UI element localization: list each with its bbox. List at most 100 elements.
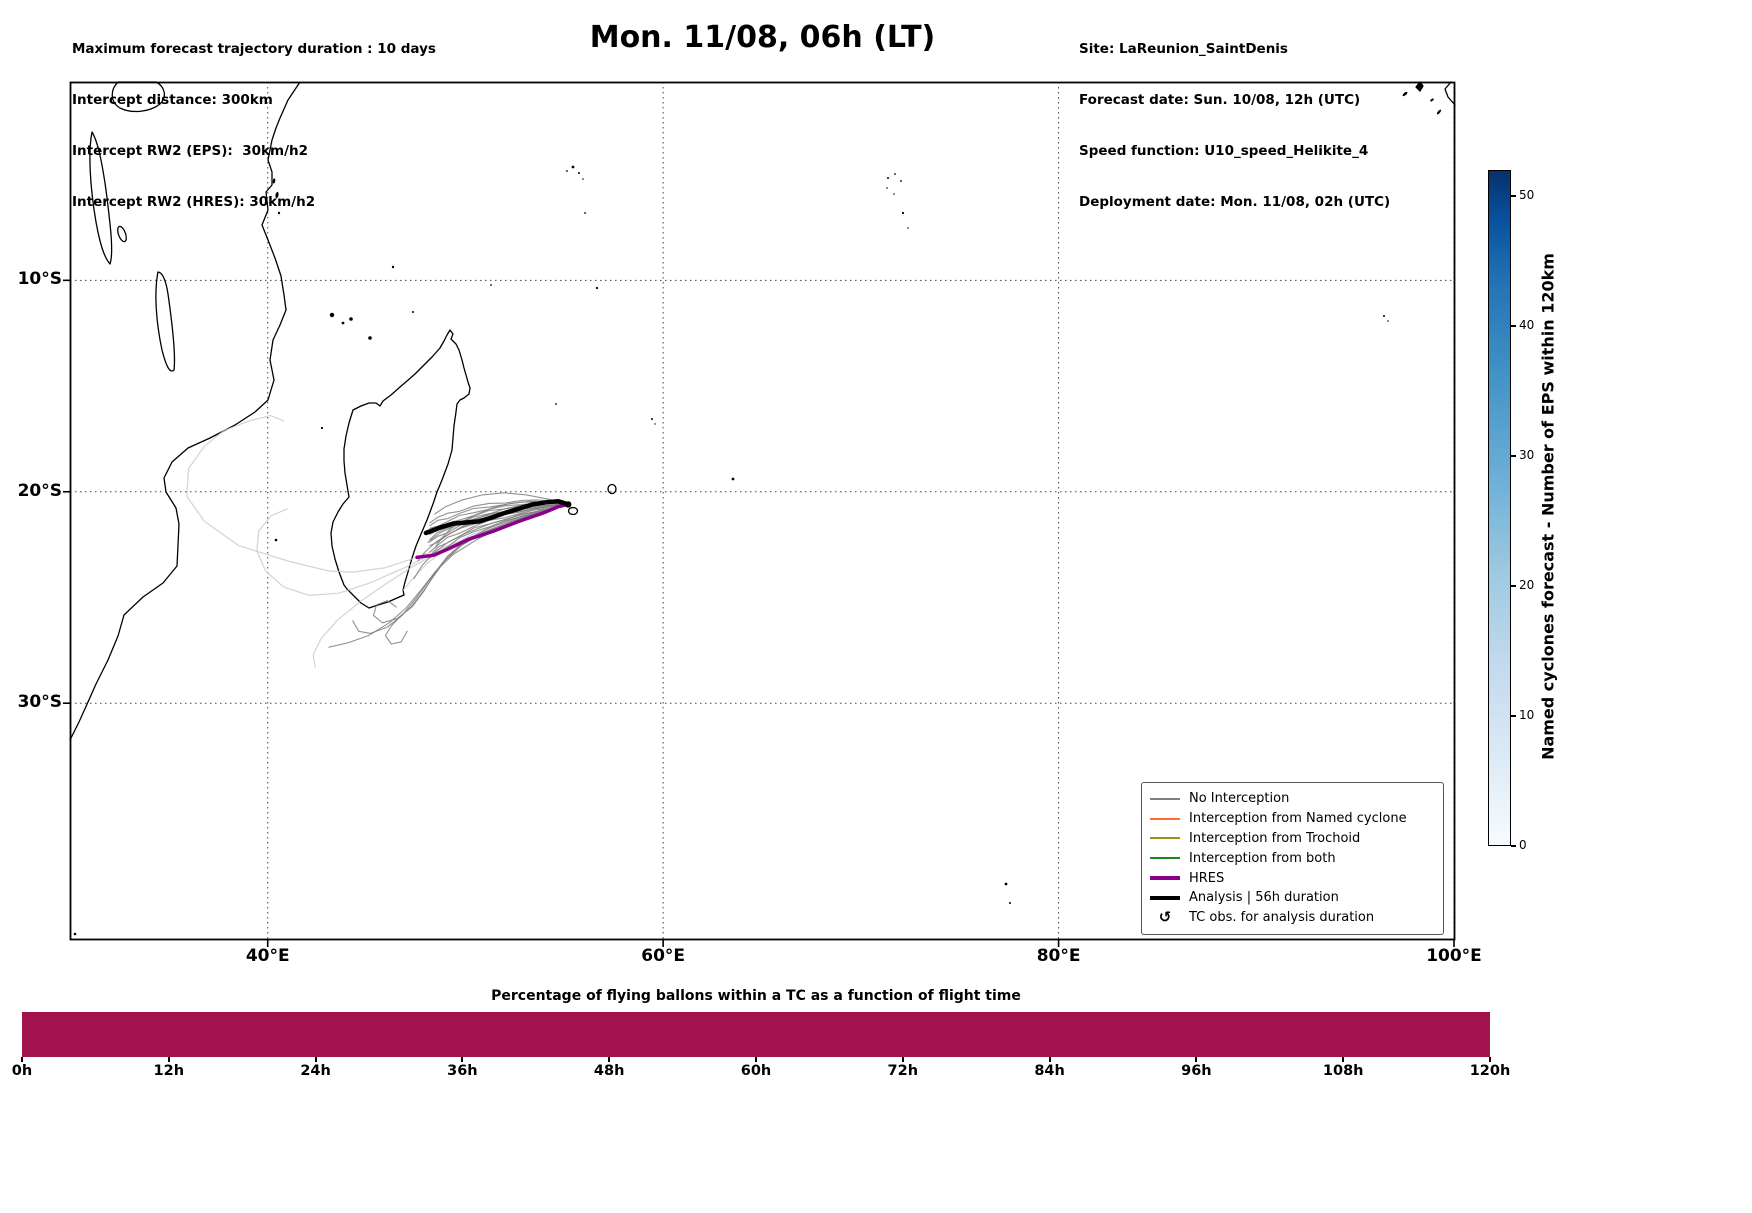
ensemble-track [413, 503, 569, 579]
legend-item: Interception from both [1150, 848, 1435, 868]
lake-malawi [155, 271, 176, 372]
island-rodrigues [731, 477, 735, 481]
island-grande-comore [329, 312, 335, 318]
legend-line-sample [1150, 895, 1180, 900]
bottom-tick-mark [1195, 1057, 1198, 1062]
x-tick-label: 100°E [1426, 946, 1482, 966]
forecast-date-text: Forecast date: Sun. 10/08, 12h (UTC) [1079, 92, 1361, 108]
max-duration-text: Maximum forecast trajectory duration : 1… [72, 41, 436, 57]
island-st-brandon [654, 423, 656, 425]
colorbar-label: Named cyclones forecast - Number of EPS … [1538, 253, 1558, 760]
island-chagos [901, 211, 905, 215]
coastlines [69, 81, 1456, 741]
colorbar-tick-mark [1511, 845, 1516, 847]
lake-tanganyika [89, 131, 113, 265]
coastline-sumatra [1444, 81, 1456, 106]
island-chagos [887, 177, 889, 179]
island-mafia [277, 211, 281, 215]
bottom-tick-mark [21, 1057, 23, 1062]
legend-item: Interception from Named cyclone [1150, 809, 1435, 829]
bottom-tick-label: 24h [300, 1063, 331, 1079]
islets-group [73, 91, 1442, 936]
x-tick-label: 80°E [1036, 946, 1081, 966]
legend-line-sample [1150, 876, 1180, 881]
page-title: Mon. 11/08, 06h (LT) [589, 20, 936, 55]
colorbar-tick-mark [1511, 325, 1516, 327]
bottom-tick-mark [901, 1057, 904, 1062]
speed-function-text: Speed function: U10_speed_Helikite_4 [1079, 143, 1369, 159]
legend-item: Analysis | 56h duration [1150, 888, 1435, 908]
island-reunion [567, 506, 579, 516]
island-chagos [886, 187, 888, 189]
ensemble-track [434, 492, 569, 515]
intercept-rw2-hres-text: Intercept RW2 (HRES): 30km/h2 [72, 194, 316, 210]
legend-item: Interception from Trochoid [1150, 829, 1435, 849]
tc-obs-icon: ↺ [1158, 908, 1172, 927]
bottom-tick-mark [167, 1057, 170, 1062]
island-chagos [893, 193, 895, 195]
x-tick-label: 40°E [245, 946, 290, 966]
island-cocos [1383, 315, 1385, 317]
bottom-chart-title: Percentage of flying ballons within a TC… [491, 988, 1021, 1004]
colorbar [1488, 170, 1511, 846]
legend-item: HRES [1150, 868, 1435, 888]
bottom-tick-label: 36h [447, 1063, 478, 1079]
island-glorioso [412, 311, 414, 313]
legend-item-label: Interception from both [1189, 850, 1336, 866]
colorbar-tick-label: 40 [1519, 318, 1535, 332]
bottom-tick-label: 96h [1181, 1063, 1212, 1079]
ensemble-track [429, 499, 569, 524]
bottom-tick-label: 72h [887, 1063, 919, 1079]
legend-item: ↺ TC obs. for analysis duration [1150, 908, 1435, 928]
y-tick-label: 30°S [17, 692, 62, 713]
bottom-tick-label: 0h [11, 1063, 33, 1079]
island-europa [274, 538, 278, 542]
island-mentawai [1436, 109, 1442, 115]
trajectory-map [63, 81, 1456, 947]
island-chagos [900, 180, 902, 182]
legend-item-label: TC obs. for analysis duration [1189, 910, 1375, 926]
plot-frame [69, 81, 1456, 941]
islet [73, 932, 77, 936]
colorbar-tick-mark [1511, 585, 1516, 587]
island-anjouan [349, 317, 353, 321]
legend-item-label: Interception from Trochoid [1189, 830, 1361, 846]
island-seychelles [582, 178, 584, 180]
island-pemba [272, 178, 276, 184]
colorbar-tick-mark [1511, 195, 1516, 197]
analysis-track [423, 499, 571, 536]
trajectories-group [186, 415, 572, 668]
colorbar-tick-label: 30 [1519, 448, 1535, 462]
island-nias-group [1415, 81, 1424, 92]
bottom-tick-mark [1489, 1057, 1491, 1062]
coastline-madagascar [330, 329, 471, 609]
bottom-tick-label: 120h [1469, 1063, 1511, 1079]
ensemble-track [427, 503, 569, 544]
legend-line-sample [1150, 797, 1180, 800]
island-moheli [341, 321, 345, 325]
bottom-tick-mark [461, 1057, 464, 1062]
island-juan-de-nova [320, 426, 324, 430]
y-tick-label: 20°S [17, 480, 62, 501]
site-text: Site: LaReunion_SaintDenis [1079, 41, 1288, 57]
bottom-tick-label: 108h [1322, 1063, 1364, 1079]
colorbar-tick-label: 50 [1519, 188, 1535, 202]
legend-item-label: No Interception [1189, 791, 1290, 807]
island-st-brandon [651, 418, 653, 420]
island-mayotte [368, 336, 372, 340]
lake-victoria [111, 81, 166, 113]
tc-percentage-bar [22, 1012, 1490, 1057]
island-siberut [1430, 98, 1434, 102]
bottom-tick-label: 12h [153, 1063, 185, 1079]
hres-track [415, 502, 570, 560]
colorbar-tick-mark [1511, 715, 1516, 717]
lake-rukwa [117, 225, 127, 243]
colorbar-tick-label: 0 [1519, 838, 1527, 852]
island-mauritius [607, 483, 617, 495]
island-seychelles [584, 212, 586, 214]
legend-item-label: HRES [1189, 870, 1225, 886]
legend-item: No Interception [1150, 789, 1435, 809]
island-chagos [907, 227, 909, 229]
legend-line-sample [1150, 857, 1180, 860]
